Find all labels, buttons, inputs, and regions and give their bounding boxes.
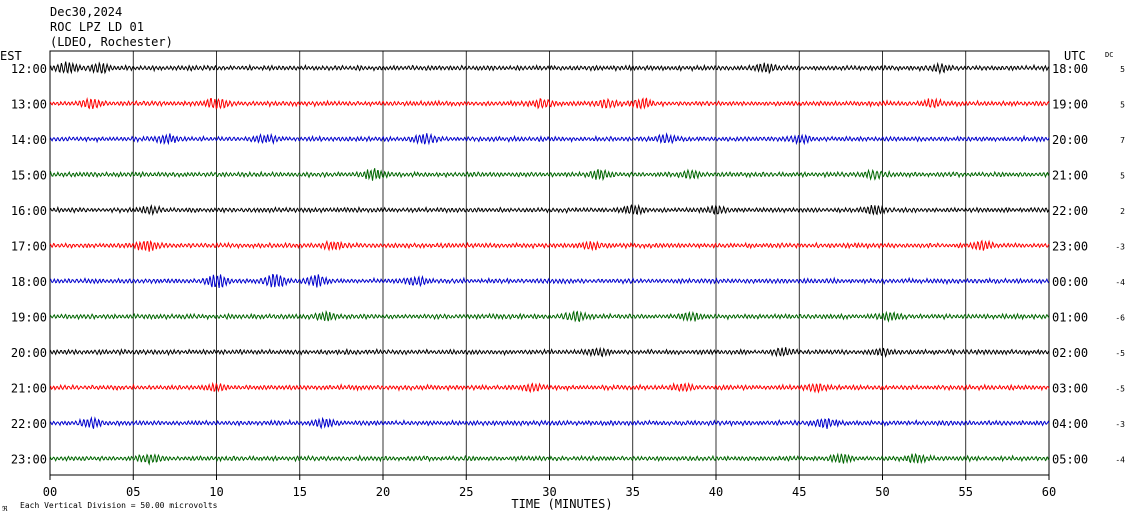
- dc-offset-label: -5: [1115, 385, 1125, 394]
- utc-hour-label: 23:00: [1052, 240, 1088, 254]
- est-axis-label: EST: [0, 49, 22, 63]
- x-tick-label: 35: [626, 485, 640, 499]
- dc-offset-label: -4: [1115, 278, 1125, 287]
- est-hour-label: 23:00: [11, 453, 47, 467]
- dc-offset-label: 5: [1120, 65, 1125, 74]
- dc-offset-label: 5: [1120, 172, 1125, 181]
- est-hour-label: 17:00: [11, 240, 47, 254]
- utc-hour-label: 18:00: [1052, 62, 1088, 76]
- est-hour-label: 19:00: [11, 311, 47, 325]
- utc-hour-label: 05:00: [1052, 453, 1088, 467]
- est-hour-label: 14:00: [11, 133, 47, 147]
- est-hour-label: 21:00: [11, 382, 47, 396]
- dc-offset-label: 7: [1120, 136, 1125, 145]
- trace-row: [49, 61, 1050, 75]
- x-tick-label: 45: [792, 485, 806, 499]
- plot-grid: [49, 50, 1050, 480]
- header-network: (LDEO, Rochester): [50, 35, 173, 49]
- dc-offset-label: -6: [1115, 314, 1125, 323]
- x-axis-label: TIME (MINUTES): [511, 497, 612, 511]
- utc-hour-label: 22:00: [1052, 204, 1088, 218]
- trace-row: [49, 273, 1050, 289]
- est-hour-label: 16:00: [11, 204, 47, 218]
- x-tick-label: 05: [126, 485, 140, 499]
- utc-hour-label: 03:00: [1052, 382, 1088, 396]
- x-tick-label: 40: [709, 485, 723, 499]
- utc-hour-label: 01:00: [1052, 311, 1088, 325]
- scale-footnote: Each Vertical Division = 50.00 microvolt…: [20, 501, 218, 510]
- utc-hour-label: 21:00: [1052, 169, 1088, 183]
- utc-hour-label: 00:00: [1052, 275, 1088, 289]
- x-tick-label: 20: [376, 485, 390, 499]
- est-hour-label: 15:00: [11, 169, 47, 183]
- utc-hour-label: 04:00: [1052, 417, 1088, 431]
- est-hour-label: 18:00: [11, 275, 47, 289]
- utc-hour-label: 20:00: [1052, 133, 1088, 147]
- x-tick-label: 50: [875, 485, 889, 499]
- dc-offset-label: -3: [1115, 420, 1125, 429]
- est-hour-label: 22:00: [11, 417, 47, 431]
- trace-row: [49, 346, 1050, 359]
- dc-offset-label: -4: [1115, 456, 1125, 465]
- x-tick-label: 55: [959, 485, 973, 499]
- est-hour-label: 20:00: [11, 346, 47, 360]
- est-hour-label: 13:00: [11, 98, 47, 112]
- trace-row: [49, 96, 1050, 110]
- utc-hour-label: 02:00: [1052, 346, 1088, 360]
- trace-row: [49, 415, 1050, 430]
- dc-column-label: DC: [1105, 51, 1113, 59]
- est-hour-label: 12:00: [11, 62, 47, 76]
- dc-offset-label: 5: [1120, 101, 1125, 110]
- trace-row: [49, 381, 1050, 394]
- trace-row: [49, 452, 1050, 466]
- x-tick-label: 30: [542, 485, 556, 499]
- trace-row: [49, 239, 1050, 252]
- x-tick-label: 15: [293, 485, 307, 499]
- trace-row: [49, 203, 1050, 217]
- logo-icon: ℜ: [2, 505, 8, 513]
- utc-axis-label: UTC: [1064, 49, 1086, 63]
- dc-offset-label: 2: [1120, 207, 1125, 216]
- dc-offset-label: -5: [1115, 349, 1125, 358]
- x-tick-label: 25: [459, 485, 473, 499]
- x-tick-label: 00: [43, 485, 57, 499]
- utc-hour-label: 19:00: [1052, 98, 1088, 112]
- header-station: ROC LPZ LD 01: [50, 20, 144, 34]
- seismogram-traces: [49, 61, 1050, 466]
- x-tick-label: 10: [209, 485, 223, 499]
- x-tick-label: 60: [1042, 485, 1056, 499]
- trace-row: [49, 168, 1050, 182]
- header-date: Dec30,2024: [50, 5, 123, 19]
- trace-row: [49, 309, 1050, 323]
- dc-offset-label: -3: [1115, 243, 1125, 252]
- trace-row: [49, 132, 1050, 146]
